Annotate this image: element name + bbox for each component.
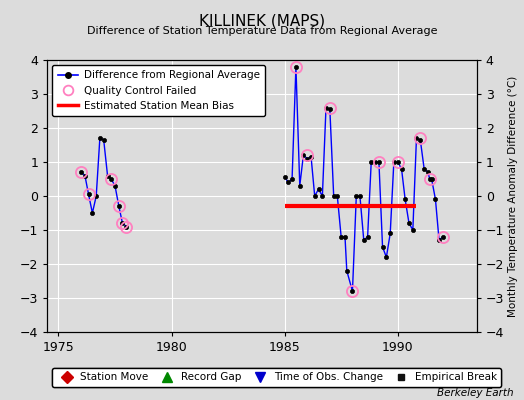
Text: Berkeley Earth: Berkeley Earth xyxy=(437,388,514,398)
Legend: Station Move, Record Gap, Time of Obs. Change, Empirical Break: Station Move, Record Gap, Time of Obs. C… xyxy=(52,368,501,387)
Text: Difference of Station Temperature Data from Regional Average: Difference of Station Temperature Data f… xyxy=(87,26,437,36)
Y-axis label: Monthly Temperature Anomaly Difference (°C): Monthly Temperature Anomaly Difference (… xyxy=(508,75,518,317)
Text: KILLINEK (MAPS): KILLINEK (MAPS) xyxy=(199,14,325,29)
